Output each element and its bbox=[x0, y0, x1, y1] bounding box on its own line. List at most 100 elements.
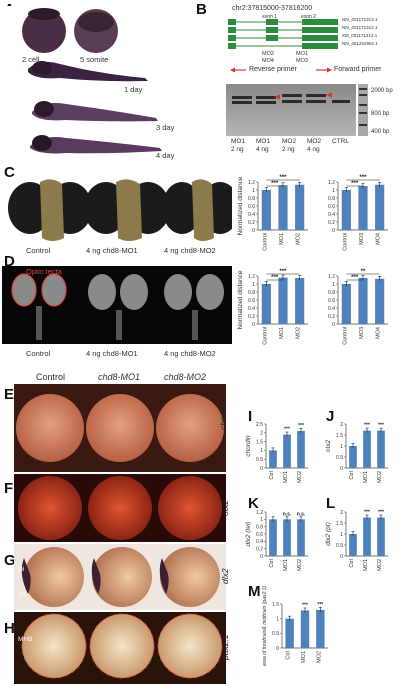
y-tick-label: 0.2 bbox=[248, 314, 255, 320]
y-tick-label: 1.2 bbox=[248, 274, 255, 280]
y-tick-label: 2.5 bbox=[256, 422, 263, 428]
y-tick-label: 0.5 bbox=[336, 455, 343, 461]
y-tick-label: 0 bbox=[276, 646, 279, 652]
y-tick-label: 2 bbox=[340, 510, 343, 516]
category-label: MO1 bbox=[301, 651, 307, 663]
bar bbox=[341, 284, 351, 324]
category-label: Ctrl bbox=[349, 471, 355, 480]
mo4-label: MO4 bbox=[262, 58, 274, 64]
y-tick-label: 1.2 bbox=[256, 510, 263, 516]
category-label: MO2 bbox=[316, 651, 322, 663]
y-tick-label: 0.4 bbox=[328, 212, 335, 218]
annot-tel: tel bbox=[18, 567, 25, 573]
embryo-e-mo1 bbox=[86, 394, 154, 462]
sig-label: n.s. bbox=[297, 511, 306, 517]
panel-a-embryos bbox=[4, 6, 190, 158]
stage-label-3day: 3 day bbox=[156, 123, 175, 132]
lane-name-5: CTRL bbox=[332, 138, 349, 145]
band-mo2-2ng-b bbox=[282, 100, 302, 103]
forward-primer-label: Forward primer bbox=[334, 66, 382, 73]
sig-label: *** bbox=[271, 275, 279, 281]
bar bbox=[261, 284, 271, 324]
y-tick-label: 0 bbox=[332, 228, 335, 234]
ladder-800: 800 bp bbox=[371, 111, 390, 117]
annot-pt: pt bbox=[20, 592, 26, 598]
category-label: MO1 bbox=[279, 233, 285, 245]
mo1-label: MO1 bbox=[296, 51, 308, 57]
y-tick-label: 1 bbox=[340, 532, 343, 538]
gene-structure bbox=[228, 19, 338, 49]
reverse-primer-arrow bbox=[230, 67, 235, 73]
bar bbox=[377, 517, 385, 556]
band-mo2-4ng-b bbox=[306, 100, 326, 103]
panel-d-photos bbox=[2, 266, 232, 344]
y-tick-label: 0.5 bbox=[256, 457, 263, 463]
sig-label: *** bbox=[279, 269, 287, 275]
bar bbox=[316, 609, 325, 648]
category-label: MO4 bbox=[376, 233, 382, 245]
y-tick-label: 0.4 bbox=[256, 539, 263, 545]
y-axis-label: Normalized distance bbox=[237, 270, 244, 329]
bar bbox=[375, 278, 385, 324]
reverse-primer-label: Reverse primer bbox=[249, 66, 297, 73]
embryo-g-mo1 bbox=[92, 547, 152, 607]
band-mo2-4ng-a bbox=[306, 94, 326, 97]
y-tick-label: 0.2 bbox=[248, 220, 255, 226]
y-axis-label: chordin bbox=[245, 435, 252, 457]
y-tick-label: 0.5 bbox=[336, 543, 343, 549]
forward-primer-arrow bbox=[327, 67, 332, 73]
band-mo1-2ng-b bbox=[232, 101, 252, 104]
head-photo-control bbox=[8, 179, 92, 241]
category-label: MO2 bbox=[296, 327, 302, 339]
y-tick-label: 1 bbox=[340, 444, 343, 450]
panel-label-l: L bbox=[326, 495, 336, 512]
y-axis-label: dlx2 (pt) bbox=[325, 522, 332, 545]
y-tick-label: 2 bbox=[340, 422, 343, 428]
c-caption-mo2: 4 ng chd8-MO2 bbox=[164, 246, 216, 255]
category-label: MO1 bbox=[363, 471, 369, 483]
transcript-id-1: NM_001171313.1 bbox=[342, 17, 378, 22]
sig-label: *** bbox=[364, 423, 370, 429]
panel-label-h: H bbox=[4, 620, 15, 637]
embryo-h-mo1 bbox=[89, 613, 155, 679]
sig-label: *** bbox=[351, 275, 359, 281]
lane-name-1: MO1 bbox=[231, 138, 246, 145]
bar bbox=[283, 519, 291, 556]
col-header-mo1: chd8-MO1 bbox=[98, 372, 141, 382]
lane-dose-4: 4 ng bbox=[307, 146, 320, 153]
y-tick-label: 1.5 bbox=[256, 439, 263, 445]
sig-label: *** bbox=[298, 423, 304, 429]
category-label: MO2 bbox=[297, 471, 303, 483]
y-tick-label: 0.6 bbox=[328, 298, 335, 304]
c-caption-control: Control bbox=[26, 246, 51, 255]
optic-tecta-label: Optic tecta bbox=[26, 267, 62, 276]
bar bbox=[269, 519, 277, 556]
category-label: Ctrl bbox=[269, 559, 275, 568]
category-label: MO2 bbox=[377, 471, 383, 483]
embryo-g-mo2 bbox=[160, 547, 220, 607]
d-caption-mo1: 4 ng chd8-MO1 bbox=[86, 349, 138, 358]
gel-image bbox=[226, 84, 356, 136]
ladder-400: 400 bp bbox=[371, 129, 390, 135]
band-mo2-2ng-a bbox=[282, 94, 302, 97]
y-tick-label: 0.8 bbox=[248, 196, 255, 202]
embryo-h-control bbox=[21, 613, 87, 679]
y-tick-label: 0.4 bbox=[328, 306, 335, 312]
embryo-e-mo2 bbox=[156, 394, 224, 462]
bar bbox=[278, 185, 288, 230]
bar bbox=[261, 190, 271, 230]
sig-label: *** bbox=[364, 510, 370, 516]
transcript-track-2 bbox=[228, 27, 338, 33]
y-tick-label: 0 bbox=[340, 554, 343, 560]
y-tick-label: 0.6 bbox=[248, 298, 255, 304]
exon2-label: exon 2 bbox=[301, 14, 317, 20]
sig-label: *** bbox=[317, 602, 323, 608]
bar bbox=[358, 278, 368, 324]
embryo-2cell bbox=[22, 9, 66, 53]
stage-label-5somite: 5 somite bbox=[80, 55, 109, 64]
bar bbox=[283, 434, 291, 468]
d-caption-mo2: 4 ng chd8-MO2 bbox=[164, 349, 216, 358]
panel-label-m: M bbox=[248, 583, 261, 600]
bar bbox=[295, 278, 305, 324]
embryo-h-mo2 bbox=[157, 613, 223, 679]
